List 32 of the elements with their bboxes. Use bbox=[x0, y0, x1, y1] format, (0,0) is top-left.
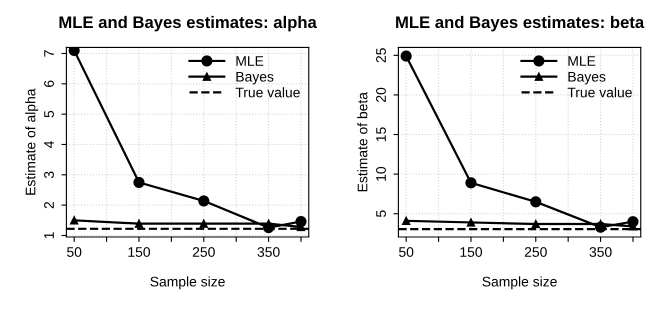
y-axis-title: Estimate of alpha bbox=[25, 88, 38, 195]
legend-label: True value bbox=[568, 87, 632, 98]
legend-label: MLE bbox=[236, 56, 264, 66]
x-tick-label: 150 bbox=[460, 247, 482, 257]
y-axis-title: Estimate of beta bbox=[357, 92, 368, 192]
y-tick-label: 20 bbox=[376, 88, 386, 102]
y-tick-label: 6 bbox=[44, 80, 54, 87]
legend-label: Bayes bbox=[568, 72, 606, 84]
legend-label: MLE bbox=[568, 56, 596, 66]
x-tick-label: 250 bbox=[192, 247, 215, 257]
y-tick-label: 2 bbox=[44, 202, 54, 208]
legend-label: Bayes bbox=[236, 72, 274, 84]
y-tick-label: 5 bbox=[44, 110, 54, 118]
y-tick-label: 4 bbox=[44, 141, 54, 148]
x-tick-label: 350 bbox=[258, 247, 280, 257]
x-tick-label: 50 bbox=[399, 247, 414, 257]
x-tick-label: 150 bbox=[128, 247, 150, 257]
x-axis-title: Sample size bbox=[482, 276, 557, 290]
x-tick-label: 350 bbox=[590, 247, 612, 257]
legend-label: True value bbox=[236, 87, 300, 98]
y-tick-label: 5 bbox=[376, 210, 386, 218]
y-tick-label: 10 bbox=[376, 166, 386, 181]
y-tick-label: 7 bbox=[44, 50, 54, 57]
chart-title: MLE and Bayes estimates: alpha bbox=[59, 16, 317, 32]
x-axis-title: Sample size bbox=[150, 276, 225, 290]
y-tick-label: 1 bbox=[44, 232, 54, 238]
y-tick-label: 3 bbox=[44, 172, 54, 178]
y-tick-label: 15 bbox=[376, 127, 386, 142]
x-tick-label: 250 bbox=[524, 247, 547, 257]
x-tick-label: 50 bbox=[67, 247, 82, 257]
chart-title: MLE and Bayes estimates: beta bbox=[396, 16, 644, 32]
y-tick-label: 25 bbox=[376, 48, 386, 62]
